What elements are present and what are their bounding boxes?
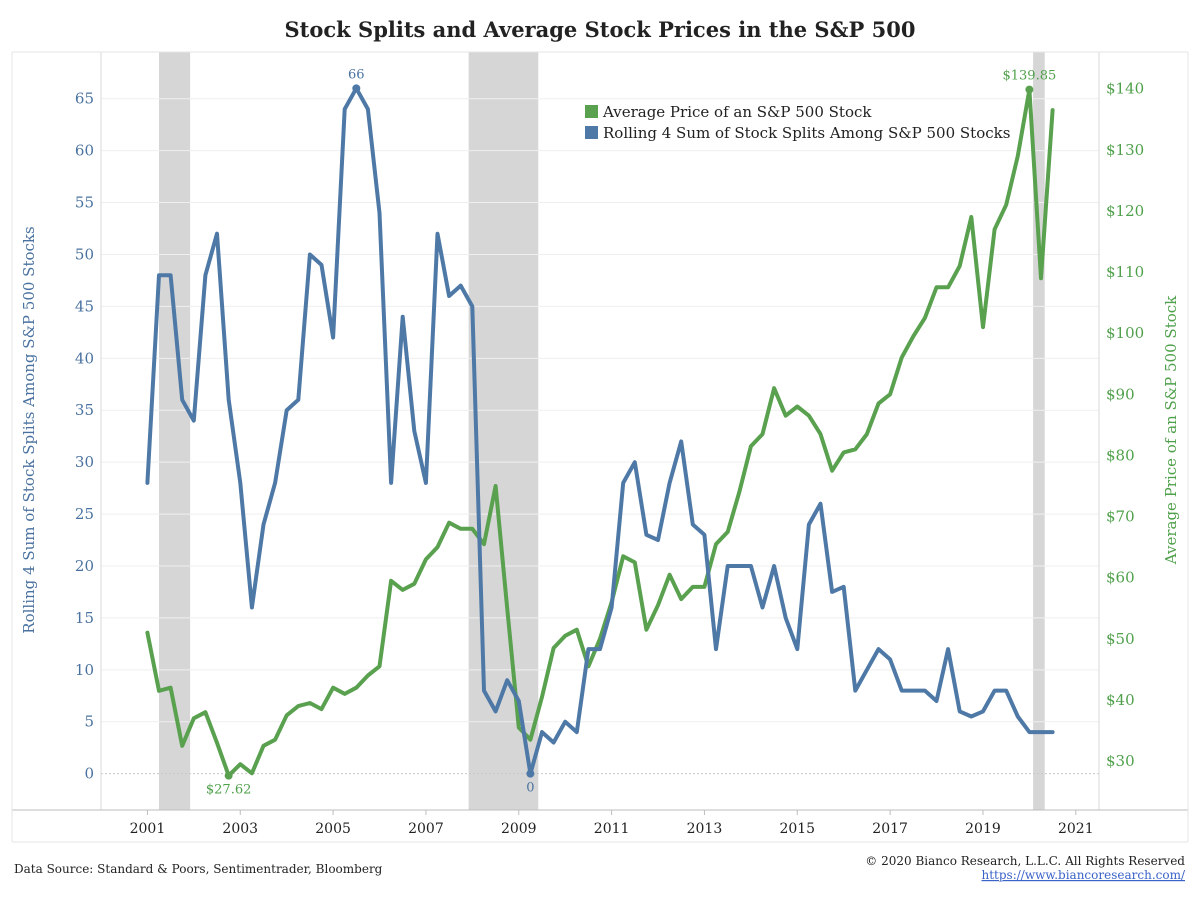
legend-label-price: Average Price of an S&P 500 Stock [602,103,872,121]
right-axis-ticks: $30 $40 $50 $60 $70 $80 $90 $100 $110 $120 $130 $14… [1106,80,1144,770]
left-tick-label: 30 [75,453,94,471]
x-tick-label: 2011 [594,821,630,837]
annotation-label: $27.62 [206,783,252,798]
recession-band-2 [1033,52,1045,810]
right-tick-label: $80 [1106,446,1135,464]
data-source: Data Source: Standard & Poors, Sentiment… [14,862,383,876]
right-tick-label: $130 [1106,141,1144,159]
annotation-marker [352,84,361,93]
left-tick-label: 40 [75,349,94,367]
annotation-label: 0 [526,781,534,796]
right-tick-label: $140 [1106,80,1144,98]
recession-band-0 [159,52,191,810]
left-axis-title: Rolling 4 Sum of Stock Splits Among S&P … [20,226,38,633]
right-tick-label: $110 [1106,263,1144,281]
x-tick-label: 2019 [965,821,1001,837]
left-tick-label: 15 [75,609,94,627]
left-tick-label: 10 [75,661,94,679]
left-axis-ticks: 0 5 10 15 20 25 30 35 40 45 50 55 60 65 [75,90,94,783]
legend-label-splits: Rolling 4 Sum of Stock Splits Among S&P … [603,124,1010,142]
left-tick-label: 60 [75,142,94,160]
series-lines [145,86,1055,778]
right-tick-label: $40 [1106,691,1135,709]
x-tick-label: 2021 [1058,821,1094,837]
recession-bands [159,52,1045,810]
plot-frame [11,51,1189,843]
annotation-marker [526,769,535,778]
annotations: 66 0 $27.62 $139.85 [206,67,1056,797]
copyright: © 2020 Bianco Research, L.L.C. All Right… [865,854,1185,868]
right-tick-label: $60 [1106,569,1135,587]
x-tick-label: 2007 [408,821,444,837]
x-tick-label: 2001 [130,821,166,837]
right-tick-label: $70 [1106,508,1135,526]
left-tick-label: 55 [75,194,94,212]
x-tick-label: 2015 [779,821,815,837]
x-axis-ticks: 2001 2003 2005 2007 2009 2011 2013 2015 2017 2019… [130,810,1094,837]
legend-swatch-price [585,105,598,118]
left-tick-label: 50 [75,245,94,263]
left-tick-label: 25 [75,505,94,523]
right-tick-label: $100 [1106,324,1144,342]
left-tick-label: 35 [75,401,94,419]
x-tick-label: 2005 [315,821,351,837]
recession-band-1 [468,52,539,810]
chart-title: Stock Splits and Average Stock Prices in… [285,17,916,42]
left-tick-label: 0 [84,765,94,783]
right-tick-label: $120 [1106,202,1144,220]
annotation-marker [1025,85,1034,94]
price-series-line [145,87,1055,778]
x-tick-label: 2017 [872,821,908,837]
gridlines [101,98,1099,775]
right-tick-label: $30 [1106,752,1135,770]
right-tick-label: $50 [1106,630,1135,648]
website-link[interactable]: https://www.biancoresearch.com/ [981,868,1185,882]
left-tick-label: 65 [75,90,94,108]
legend: Average Price of an S&P 500 Stock Rollin… [585,103,1010,142]
left-tick-label: 20 [75,557,94,575]
left-tick-label: 5 [84,713,94,731]
left-tick-label: 45 [75,297,94,315]
x-tick-label: 2013 [687,821,723,837]
annotation-label: $139.85 [1002,69,1056,84]
annotation-label: 66 [348,67,365,82]
x-tick-label: 2009 [501,821,537,837]
x-tick-label: 2003 [222,821,258,837]
legend-swatch-splits [585,126,598,139]
splits-series-line [145,86,1055,776]
right-tick-label: $90 [1106,385,1135,403]
right-axis-title: Average Price of an S&P 500 Stock [1162,295,1180,565]
annotation-marker [224,771,233,780]
